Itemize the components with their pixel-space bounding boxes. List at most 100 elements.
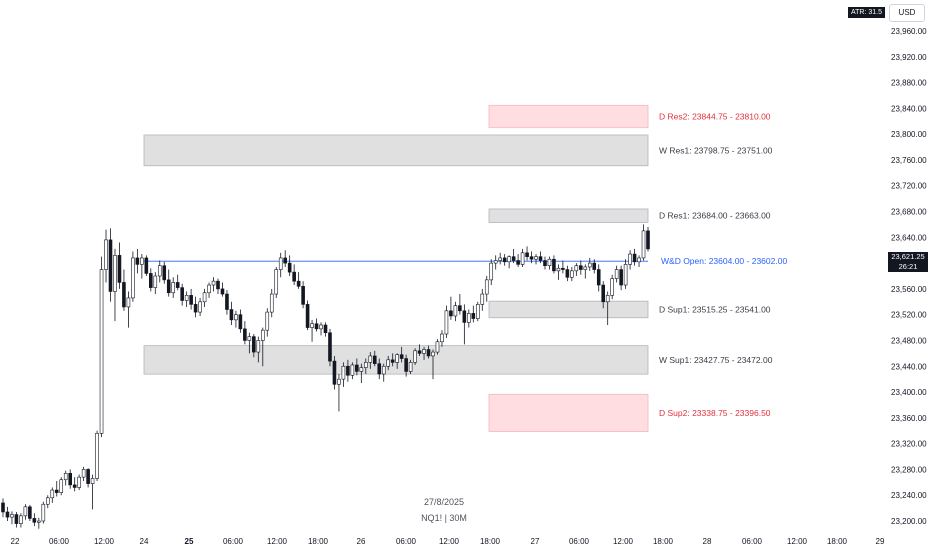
candle[interactable] <box>596 264 601 292</box>
candle[interactable] <box>72 477 77 492</box>
candle[interactable] <box>225 290 229 315</box>
candle[interactable] <box>305 300 310 331</box>
candle[interactable] <box>193 296 198 318</box>
candle[interactable] <box>341 362 346 387</box>
candle[interactable] <box>144 255 149 276</box>
candle[interactable] <box>605 291 610 325</box>
candle[interactable] <box>184 291 189 307</box>
candle[interactable] <box>475 301 480 322</box>
candle[interactable] <box>319 322 323 336</box>
candle[interactable] <box>292 264 296 286</box>
candle[interactable] <box>565 265 570 282</box>
candle[interactable] <box>301 281 305 309</box>
candle[interactable] <box>77 474 81 491</box>
candle[interactable] <box>243 321 247 345</box>
candle[interactable] <box>399 346 404 363</box>
candle[interactable] <box>274 266 279 298</box>
candle[interactable] <box>310 319 314 342</box>
candle[interactable] <box>278 252 283 278</box>
candle[interactable] <box>207 282 211 298</box>
candle[interactable] <box>238 309 243 333</box>
candle[interactable] <box>265 308 270 337</box>
candle[interactable] <box>86 468 90 488</box>
candle[interactable] <box>14 511 19 528</box>
candle[interactable] <box>529 251 534 264</box>
currency-button[interactable]: USD <box>889 4 925 22</box>
candle[interactable] <box>157 260 162 283</box>
candle[interactable] <box>355 358 359 376</box>
candle[interactable] <box>346 359 350 382</box>
candle[interactable] <box>5 506 10 521</box>
candle[interactable] <box>511 248 516 264</box>
candle[interactable] <box>45 495 50 509</box>
candle[interactable] <box>323 322 328 337</box>
candle[interactable] <box>162 261 167 284</box>
zone-box-0[interactable] <box>143 134 649 167</box>
candle[interactable] <box>381 363 386 382</box>
candle[interactable] <box>122 269 126 311</box>
candle[interactable] <box>166 269 171 297</box>
candle[interactable] <box>484 276 489 302</box>
candle[interactable] <box>19 513 23 528</box>
candle[interactable] <box>404 354 408 377</box>
candle[interactable] <box>458 294 462 315</box>
candle[interactable] <box>449 296 453 320</box>
candle[interactable] <box>54 481 59 497</box>
candle[interactable] <box>587 257 592 271</box>
candle[interactable] <box>41 501 46 524</box>
candle[interactable] <box>126 291 131 328</box>
candle[interactable] <box>628 250 632 270</box>
candle[interactable] <box>175 274 180 291</box>
candle[interactable] <box>332 355 337 390</box>
candle[interactable] <box>99 256 104 438</box>
candle[interactable] <box>574 263 579 276</box>
candle[interactable] <box>619 265 623 291</box>
candle[interactable] <box>547 256 552 270</box>
candle[interactable] <box>583 264 588 279</box>
candle[interactable] <box>256 336 261 363</box>
candle[interactable] <box>395 353 399 369</box>
candle[interactable] <box>113 248 117 322</box>
candle[interactable] <box>220 282 225 297</box>
candle[interactable] <box>269 288 274 318</box>
candle[interactable] <box>543 256 547 270</box>
candle[interactable] <box>426 345 431 359</box>
candle[interactable] <box>247 332 252 354</box>
candle[interactable] <box>632 248 637 266</box>
candle[interactable] <box>10 511 14 525</box>
candle[interactable] <box>328 328 332 367</box>
candle[interactable] <box>623 259 628 289</box>
candle[interactable] <box>1 498 5 518</box>
candle[interactable] <box>614 265 619 283</box>
candle[interactable] <box>131 251 135 302</box>
candle[interactable] <box>63 470 68 486</box>
candle[interactable] <box>493 255 498 270</box>
candle[interactable] <box>480 288 485 311</box>
candle[interactable] <box>287 255 292 276</box>
candle[interactable] <box>314 318 319 332</box>
candle[interactable] <box>570 266 574 282</box>
candle[interactable] <box>435 339 440 355</box>
candle[interactable] <box>337 374 341 412</box>
candle[interactable] <box>37 517 41 529</box>
candle[interactable] <box>413 348 417 365</box>
candle[interactable] <box>296 272 301 289</box>
zone-box-3[interactable] <box>488 300 649 319</box>
candle[interactable] <box>422 346 426 360</box>
candle[interactable] <box>467 309 471 328</box>
candle[interactable] <box>471 305 476 323</box>
candle[interactable] <box>59 477 64 496</box>
candle[interactable] <box>516 254 520 267</box>
candle[interactable] <box>68 469 72 489</box>
candle[interactable] <box>135 248 140 274</box>
candle[interactable] <box>417 344 422 356</box>
candle[interactable] <box>260 327 265 367</box>
candle[interactable] <box>180 283 184 306</box>
candle[interactable] <box>610 274 614 300</box>
candle[interactable] <box>364 358 368 374</box>
candle[interactable] <box>153 272 158 295</box>
candle[interactable] <box>646 227 650 252</box>
candle[interactable] <box>368 352 373 369</box>
candle[interactable] <box>108 228 113 302</box>
